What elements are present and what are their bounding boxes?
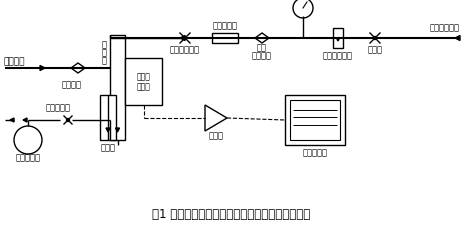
Text: エチレンガス: エチレンガス	[430, 24, 460, 33]
Text: 増倍管: 増倍管	[137, 82, 150, 91]
Text: フィルタ: フィルタ	[62, 80, 82, 89]
Bar	[290, 100, 340, 140]
Polygon shape	[40, 65, 45, 71]
Polygon shape	[337, 38, 339, 41]
Polygon shape	[23, 118, 27, 122]
Text: 試料大気: 試料大気	[3, 57, 25, 66]
Text: フィルタ: フィルタ	[252, 52, 272, 60]
Bar	[333, 28, 343, 48]
Text: レギュレータ: レギュレータ	[323, 52, 353, 60]
Circle shape	[183, 36, 187, 39]
Text: 槽: 槽	[102, 57, 107, 65]
Circle shape	[67, 118, 69, 122]
Text: 電磁弁: 電磁弁	[368, 46, 382, 55]
Text: 焼結: 焼結	[257, 44, 267, 52]
Text: 指示記録計: 指示記録計	[302, 148, 327, 158]
Text: 図1 化学発光法によるオゾン自動計測器の構成例: 図1 化学発光法によるオゾン自動計測器の構成例	[152, 208, 310, 221]
Bar	[100, 95, 116, 140]
Polygon shape	[10, 118, 14, 122]
Bar	[212, 33, 238, 43]
Polygon shape	[205, 105, 227, 131]
Text: 光電子: 光電子	[137, 72, 150, 81]
Polygon shape	[115, 128, 119, 132]
Polygon shape	[455, 35, 460, 41]
Text: 増幅器: 増幅器	[208, 131, 224, 141]
Text: 応: 応	[102, 49, 107, 57]
Text: 真空ポンプ: 真空ポンプ	[15, 153, 40, 163]
Polygon shape	[106, 128, 110, 132]
Bar	[110, 35, 125, 140]
Bar	[285, 95, 345, 145]
Circle shape	[374, 36, 376, 39]
Text: 反: 反	[102, 41, 107, 49]
Polygon shape	[180, 35, 185, 41]
Circle shape	[14, 126, 42, 154]
Bar	[125, 58, 162, 105]
Text: テストバルブ: テストバルブ	[170, 46, 200, 55]
Circle shape	[293, 0, 313, 18]
Text: ニードル弁: ニードル弁	[45, 103, 70, 112]
Text: オリフィス: オリフィス	[213, 22, 238, 30]
Text: 流量計: 流量計	[100, 144, 115, 153]
